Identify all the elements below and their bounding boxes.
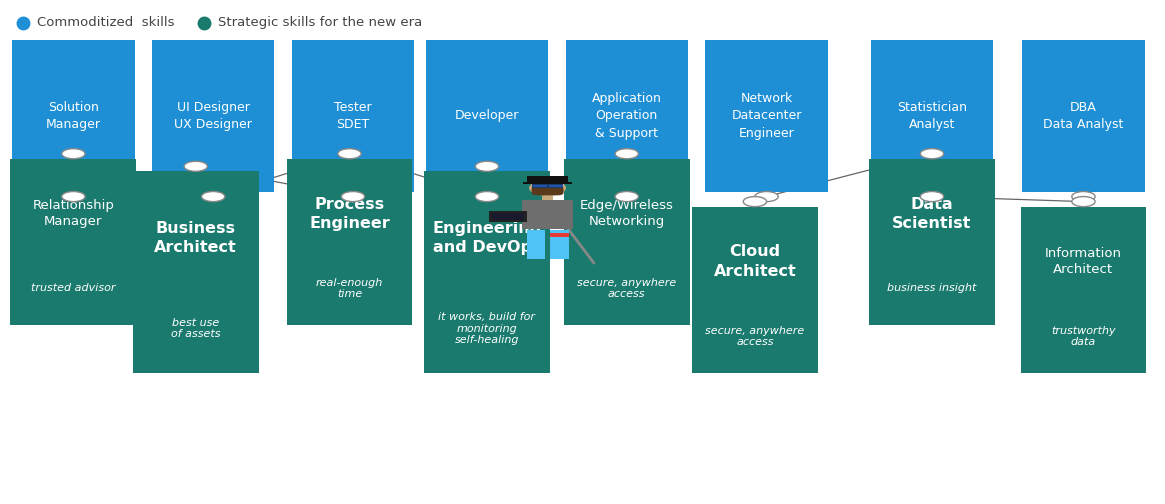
- Circle shape: [475, 192, 499, 202]
- Text: Cloud
Architect: Cloud Architect: [713, 244, 797, 279]
- FancyBboxPatch shape: [550, 233, 569, 236]
- FancyBboxPatch shape: [542, 196, 553, 201]
- Text: Information
Architect: Information Architect: [1045, 247, 1122, 276]
- FancyBboxPatch shape: [549, 185, 563, 186]
- FancyBboxPatch shape: [424, 171, 550, 373]
- Text: Network
Datacenter
Engineer: Network Datacenter Engineer: [732, 92, 802, 140]
- FancyBboxPatch shape: [706, 40, 827, 192]
- Circle shape: [341, 192, 365, 202]
- Text: Data
Scientist: Data Scientist: [892, 197, 972, 231]
- Text: trustworthy
data: trustworthy data: [1051, 326, 1116, 347]
- FancyBboxPatch shape: [426, 40, 548, 192]
- Circle shape: [62, 149, 85, 159]
- FancyBboxPatch shape: [291, 40, 415, 192]
- Text: it works, build for
monitoring
self-healing: it works, build for monitoring self-heal…: [438, 312, 536, 345]
- Circle shape: [920, 192, 944, 202]
- FancyBboxPatch shape: [523, 182, 572, 184]
- Circle shape: [755, 192, 778, 202]
- FancyBboxPatch shape: [531, 186, 564, 196]
- Text: Edge/Wireless
Networking: Edge/Wireless Networking: [580, 199, 673, 228]
- FancyBboxPatch shape: [10, 159, 136, 325]
- FancyBboxPatch shape: [13, 40, 134, 192]
- Circle shape: [1072, 192, 1095, 202]
- Text: Business
Architect: Business Architect: [154, 221, 238, 255]
- Text: trusted advisor: trusted advisor: [31, 283, 115, 293]
- FancyBboxPatch shape: [1023, 40, 1144, 192]
- Circle shape: [184, 161, 207, 171]
- Text: Strategic skills for the new era: Strategic skills for the new era: [218, 16, 422, 29]
- FancyBboxPatch shape: [871, 40, 993, 192]
- Circle shape: [202, 192, 225, 202]
- Text: Process
Engineer: Process Engineer: [309, 197, 390, 231]
- FancyBboxPatch shape: [492, 213, 524, 220]
- FancyBboxPatch shape: [527, 230, 545, 259]
- Text: Relationship
Manager: Relationship Manager: [33, 199, 114, 228]
- Text: UI Designer
UX Designer: UI Designer UX Designer: [175, 101, 252, 131]
- Text: Tester
SDET: Tester SDET: [334, 101, 372, 131]
- FancyBboxPatch shape: [692, 207, 818, 373]
- FancyBboxPatch shape: [133, 171, 259, 373]
- FancyBboxPatch shape: [564, 159, 690, 325]
- Text: secure, anywhere
access: secure, anywhere access: [705, 326, 805, 347]
- FancyBboxPatch shape: [566, 40, 687, 192]
- FancyBboxPatch shape: [1021, 207, 1146, 373]
- Text: Application
Operation
& Support: Application Operation & Support: [592, 92, 662, 140]
- Text: DBA
Data Analyst: DBA Data Analyst: [1044, 101, 1123, 131]
- Text: real-enough
time: real-enough time: [316, 278, 383, 299]
- Circle shape: [475, 161, 499, 171]
- Text: business insight: business insight: [888, 283, 976, 293]
- Circle shape: [615, 192, 638, 202]
- Text: Solution
Manager: Solution Manager: [45, 101, 101, 131]
- FancyBboxPatch shape: [869, 159, 995, 325]
- FancyBboxPatch shape: [522, 200, 573, 229]
- Circle shape: [1072, 197, 1095, 207]
- Circle shape: [615, 149, 638, 159]
- FancyBboxPatch shape: [287, 159, 412, 325]
- Text: best use
of assets: best use of assets: [171, 318, 220, 339]
- Circle shape: [920, 149, 944, 159]
- Circle shape: [62, 192, 85, 202]
- Circle shape: [338, 149, 361, 159]
- Text: Developer: Developer: [454, 109, 520, 122]
- FancyBboxPatch shape: [534, 185, 548, 186]
- Text: Commoditized  skills: Commoditized skills: [37, 16, 175, 29]
- FancyBboxPatch shape: [151, 40, 274, 192]
- FancyBboxPatch shape: [489, 211, 527, 222]
- Text: Statistician
Analyst: Statistician Analyst: [897, 101, 967, 131]
- FancyBboxPatch shape: [528, 175, 567, 183]
- FancyBboxPatch shape: [531, 184, 564, 187]
- Circle shape: [743, 197, 767, 207]
- Text: secure, anywhere
access: secure, anywhere access: [577, 278, 677, 299]
- FancyBboxPatch shape: [550, 230, 569, 259]
- Text: Engineering
and DevOps: Engineering and DevOps: [432, 221, 542, 255]
- Circle shape: [529, 180, 566, 196]
